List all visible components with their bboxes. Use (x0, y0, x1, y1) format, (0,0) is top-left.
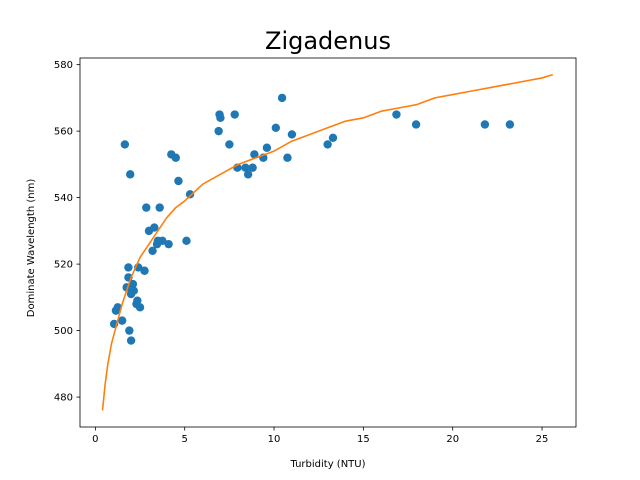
scatter-point (505, 120, 515, 129)
scatter-point (328, 133, 338, 142)
plot-area (101, 73, 554, 411)
scatter-point (174, 176, 183, 186)
x-tick-label: 0 (92, 434, 98, 445)
scatter-point (125, 326, 134, 335)
scatter-point (126, 170, 135, 179)
fit-line (101, 73, 554, 411)
scatter-point (155, 203, 164, 212)
scatter-point (271, 123, 281, 133)
x-tick-label: 25 (536, 434, 549, 445)
scatter-point (120, 140, 130, 149)
scatter-point (243, 170, 253, 179)
x-tick-label: 20 (446, 434, 459, 445)
chart-title: Zigadenus (265, 27, 391, 55)
x-axis-label: Turbidity (NTU) (289, 459, 365, 470)
scatter-point (124, 263, 133, 272)
scatter-point (225, 140, 234, 149)
scatter-point (262, 143, 272, 152)
y-tick-label: 580 (54, 60, 73, 71)
y-tick-label: 520 (54, 260, 73, 271)
scatter-point (480, 120, 490, 129)
scatter-point (133, 296, 142, 305)
scatter-point (250, 150, 259, 159)
scatter-point (283, 153, 292, 162)
scatter-point (117, 316, 127, 325)
x-tick-label: 15 (357, 434, 370, 445)
scatter-point (164, 239, 173, 249)
scatter-point (113, 303, 122, 312)
x-axis: 0 5 10 15 20 25 (92, 427, 548, 445)
scatter-point (140, 266, 149, 275)
scatter-point (230, 110, 239, 119)
scatter-point (158, 236, 167, 246)
x-tick-label: 5 (182, 434, 188, 445)
scatter-point (241, 163, 250, 172)
scatter-point (277, 93, 287, 103)
y-axis-label: Dominate Wavelength (nm) (26, 179, 37, 318)
scatter-point (135, 303, 145, 312)
scatter-point (171, 153, 180, 162)
scatter-point (148, 246, 157, 256)
axes-frame (79, 57, 577, 428)
scatter-point (182, 236, 191, 246)
scatter-point (142, 203, 151, 212)
y-tick-label: 560 (54, 127, 73, 138)
scatter-point (323, 140, 332, 149)
y-tick-label: 500 (54, 326, 73, 337)
scatter-point (129, 286, 138, 295)
scatter-point (287, 130, 297, 139)
y-axis: 480 500 520 540 560 580 (54, 60, 80, 404)
scatter-point (214, 126, 223, 136)
x-tick-label: 10 (268, 434, 281, 445)
y-tick-label: 480 (54, 393, 73, 404)
y-tick-label: 540 (54, 193, 73, 204)
scatter-point (150, 223, 159, 232)
scatter-point (392, 110, 401, 119)
scatter-point (185, 190, 195, 199)
scatter-point (248, 163, 257, 172)
scatter-point (128, 279, 138, 289)
scatter-point (126, 336, 136, 345)
scatter-point (411, 120, 421, 129)
scatter-point (216, 113, 225, 123)
